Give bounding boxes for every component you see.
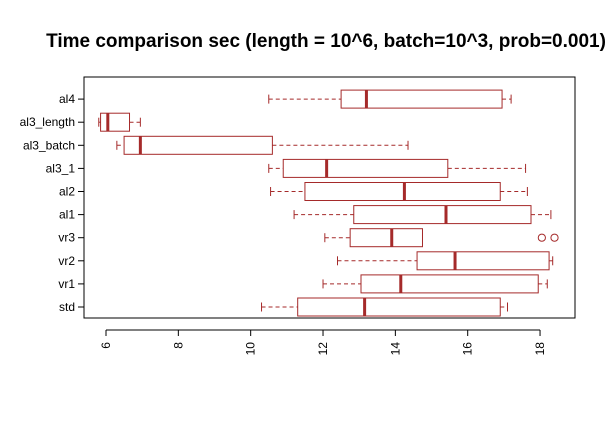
box-rect-al3_1 — [282, 158, 449, 178]
x-tick-label-14: 14 — [388, 342, 402, 356]
box-vr1 — [322, 274, 548, 294]
x-tick-label-6: 6 — [99, 342, 113, 349]
y-tick-label-al3_batch: al3_batch — [23, 138, 75, 152]
box-al3_batch — [116, 135, 409, 155]
x-tick-label-18: 18 — [533, 342, 547, 356]
box-rect-al3_batch — [123, 135, 273, 155]
y-tick-label-al3_length: al3_length — [20, 115, 75, 129]
y-tick-label-al2: al2 — [59, 185, 75, 199]
box-rect-al2 — [304, 182, 501, 201]
x-tick-label-8: 8 — [171, 342, 185, 349]
box-al3_1 — [268, 158, 527, 178]
box-rect-al1 — [353, 205, 532, 225]
boxes-layer — [98, 89, 559, 317]
box-std — [261, 297, 508, 317]
box-rect-al3_length — [100, 112, 131, 132]
box-rect-vr3 — [349, 228, 423, 248]
box-al1 — [293, 205, 552, 225]
plot-frame — [83, 76, 576, 319]
box-al3_length — [98, 112, 141, 132]
chart-title: Time comparison sec (length = 10^6, batc… — [46, 31, 606, 52]
y-tick-label-al1: al1 — [59, 208, 75, 222]
y-tick-label-std: std — [59, 300, 75, 314]
box-rect-vr2 — [416, 251, 550, 271]
box-al4 — [268, 89, 512, 109]
y-tick-label-al4: al4 — [59, 92, 75, 106]
x-tick-label-10: 10 — [244, 342, 258, 356]
box-rect-al4 — [340, 89, 503, 109]
y-axis: std vr1 vr2 vr3 al1 al2 al3_1 al3_batch al3_leng… — [20, 92, 84, 314]
box-vr2 — [336, 251, 554, 271]
outlier-vr3-0 — [537, 233, 546, 242]
box-al2 — [270, 182, 528, 201]
y-tick-label-vr1: vr1 — [58, 277, 75, 291]
y-tick-label-vr2: vr2 — [58, 254, 75, 268]
box-rect-std — [297, 297, 501, 317]
box-vr3 — [324, 228, 559, 248]
y-tick-label-vr3: vr3 — [58, 231, 75, 245]
outlier-vr3-1 — [550, 233, 559, 242]
y-tick-label-al3_1: al3_1 — [46, 161, 76, 175]
x-tick-label-12: 12 — [316, 342, 330, 356]
x-axis: 6 8 10 12 14 16 18 — [99, 329, 547, 356]
x-tick-label-16: 16 — [461, 342, 475, 356]
box-rect-vr1 — [360, 274, 539, 294]
